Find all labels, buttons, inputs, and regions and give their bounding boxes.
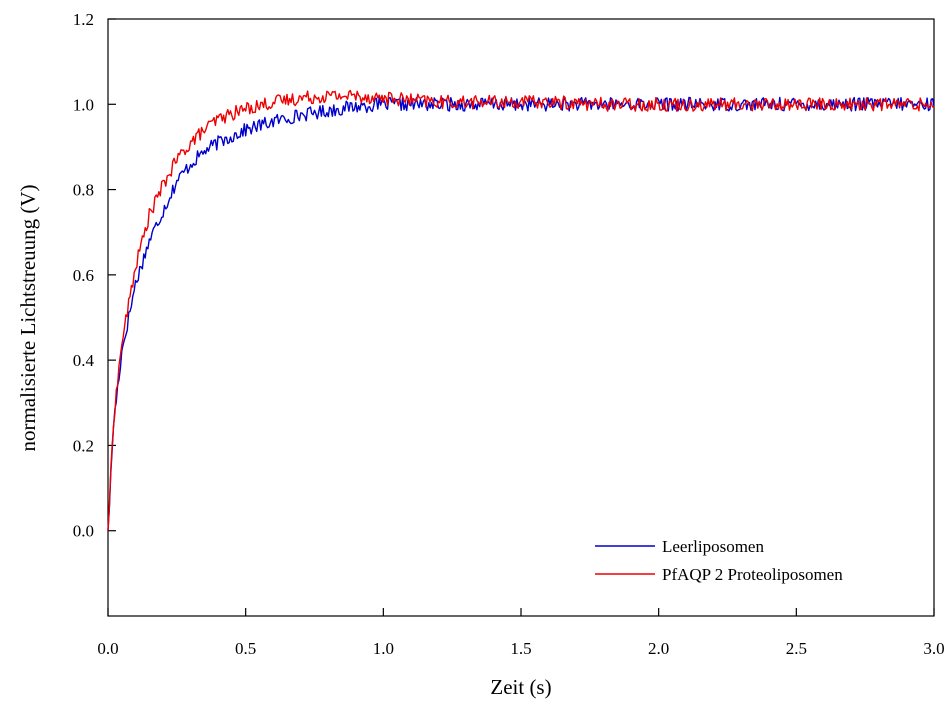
x-tick-label: 1.0: [373, 639, 394, 658]
x-tick-label: 3.0: [923, 639, 944, 658]
x-tick-label: 0.5: [235, 639, 256, 658]
y-tick-label: 0.6: [73, 266, 94, 285]
y-tick-label: 0.0: [73, 522, 94, 541]
legend: Leerliposomen PfAQP 2 Proteoliposomen: [595, 537, 843, 584]
x-tick-label: 2.5: [786, 639, 807, 658]
x-tick-label: 2.0: [648, 639, 669, 658]
x-axis-ticks: 0.0 0.5 1.0 1.5 2.0 2.5 3.0: [97, 608, 945, 658]
x-tick-label: 1.5: [510, 639, 531, 658]
plot-frame: [107, 18, 935, 617]
series-line-pfaqp-2-proteoliposomen: [107, 89, 935, 531]
series-layer: [107, 89, 935, 531]
x-tick-label: 0.0: [97, 639, 118, 658]
legend-label-pfaqp2-proteoliposomen: PfAQP 2 Proteoliposomen: [662, 565, 843, 584]
y-tick-label: 1.0: [73, 95, 94, 114]
y-tick-label: 1.2: [73, 10, 94, 29]
y-axis-title: normalisierte Lichtstreuung (V): [16, 184, 40, 451]
series-line-leerliposomen: [107, 96, 935, 531]
y-axis-ticks: 0.0 0.2 0.4 0.6 0.8 1.0 1.2: [73, 10, 116, 541]
y-tick-label: 0.4: [73, 351, 95, 370]
y-tick-label: 0.2: [73, 436, 94, 455]
x-axis-title: Zeit (s): [490, 675, 551, 699]
y-tick-label: 0.8: [73, 181, 94, 200]
legend-label-leerliposomen: Leerliposomen: [662, 537, 764, 556]
